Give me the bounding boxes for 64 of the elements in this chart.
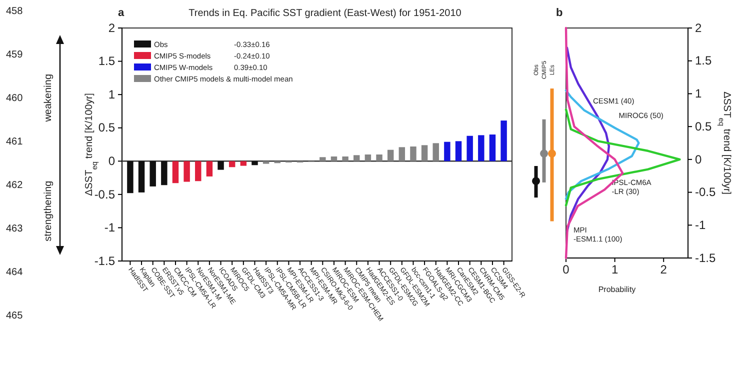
x-axis-title: Probability (598, 285, 636, 294)
bar (150, 161, 156, 186)
bar (410, 146, 416, 162)
bar (330, 156, 338, 162)
y-tick-label: 0.5 (98, 120, 116, 135)
text: weakening (43, 74, 54, 123)
bar (500, 120, 507, 162)
bar (342, 156, 348, 162)
bar (228, 161, 236, 168)
y-tick-label: -1 (104, 220, 116, 235)
bar (387, 150, 394, 162)
y-tick-label: 0.5 (695, 119, 712, 134)
bar (354, 155, 360, 162)
text: 458 (6, 6, 24, 17)
text: 461 (6, 136, 24, 148)
y-tick-label: -1 (695, 218, 706, 232)
y-tick-label: -1.5 (94, 254, 116, 268)
text: 460 (6, 93, 24, 104)
bar (478, 135, 484, 162)
line-series (564, 108, 681, 207)
text: a (118, 7, 125, 19)
text: 465 (6, 310, 24, 322)
bar (455, 141, 462, 162)
bar (184, 161, 190, 182)
bar (320, 157, 326, 162)
bar (206, 161, 213, 176)
bar (489, 134, 496, 162)
y-tick-label: -0.5 (695, 185, 716, 200)
bar (127, 161, 134, 194)
bar (364, 154, 372, 162)
x-tick-label: 1 (611, 262, 618, 277)
text: strengthening (43, 180, 54, 242)
bar (444, 142, 450, 162)
y-tick-label: 1.5 (98, 54, 116, 68)
bar (240, 161, 247, 166)
y-tick-label: 0 (108, 154, 116, 168)
y-tick-label: -1.5 (695, 250, 716, 265)
bar (398, 147, 406, 162)
y-tick-label: 1 (695, 86, 702, 101)
bar (466, 136, 473, 162)
text: 463 (6, 224, 24, 234)
y-tick-label: 2 (695, 20, 702, 35)
text: 464 (6, 267, 24, 278)
y-tick-label: 1 (108, 87, 116, 102)
bar (172, 161, 179, 184)
bar (252, 161, 258, 166)
bar (432, 143, 439, 162)
chart-title: Trends in Eq. Pacific SST gradient (East-West) for 1951-2010 (188, 8, 462, 19)
y-tick-label: 2 (108, 20, 116, 35)
y-tick-label: 0 (695, 152, 702, 166)
bar (376, 154, 382, 162)
text: b (556, 7, 563, 19)
x-tick-label: 0 (562, 262, 570, 277)
y-tick-label: 1.5 (695, 54, 712, 68)
x-tick-label: 2 (660, 262, 668, 277)
bar (195, 161, 202, 182)
bar (138, 161, 145, 192)
bar (421, 145, 428, 162)
text: 462 (6, 180, 24, 191)
bar (262, 161, 270, 164)
bar (161, 161, 168, 186)
text: 459 (6, 50, 24, 60)
y-tick-label: -0.5 (94, 187, 116, 202)
bar (218, 161, 224, 170)
